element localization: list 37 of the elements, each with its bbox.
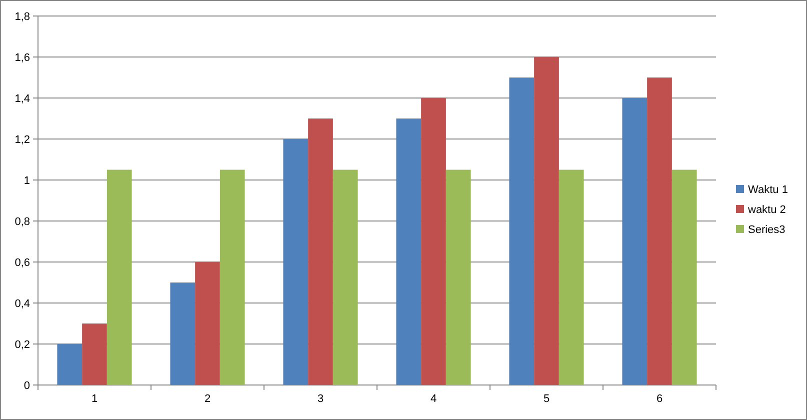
x-tick-label: 4	[430, 393, 437, 405]
y-tick-label: 1,6	[14, 52, 30, 64]
y-tick-label: 1,8	[14, 10, 30, 23]
legend-label: Waktu 1	[748, 184, 788, 196]
y-tick-label: 0,8	[14, 216, 30, 228]
bar	[82, 324, 107, 385]
bar	[421, 98, 446, 385]
bar	[106, 170, 132, 385]
bar	[332, 170, 358, 385]
y-tick-label: 1	[24, 174, 30, 187]
x-tick-label: 2	[204, 393, 211, 405]
y-tick-label: 1,2	[14, 134, 30, 146]
legend-label: Series3	[748, 224, 786, 236]
legend-label: waktu 2	[747, 204, 786, 216]
bar	[534, 57, 559, 385]
bar	[308, 118, 333, 385]
bar	[558, 170, 584, 385]
x-tick-label: 5	[543, 393, 550, 405]
y-tick-label: 0	[24, 380, 30, 392]
bar	[509, 78, 534, 385]
bar	[220, 170, 245, 385]
bar	[396, 118, 422, 385]
bar	[622, 98, 648, 385]
bar	[672, 170, 697, 385]
bar	[57, 344, 82, 385]
bar	[170, 282, 196, 385]
y-tick-label: 0,4	[14, 298, 30, 310]
y-tick-label: 1,4	[14, 92, 30, 105]
y-tick-label: 0,2	[14, 338, 30, 351]
x-tick-label: 6	[656, 393, 663, 405]
bar	[647, 78, 672, 385]
bar	[283, 139, 308, 385]
bar	[195, 262, 220, 385]
x-tick-label: 1	[91, 393, 98, 405]
bar	[446, 170, 471, 385]
x-tick-label: 3	[317, 393, 324, 405]
y-tick-label: 0,6	[14, 256, 30, 269]
